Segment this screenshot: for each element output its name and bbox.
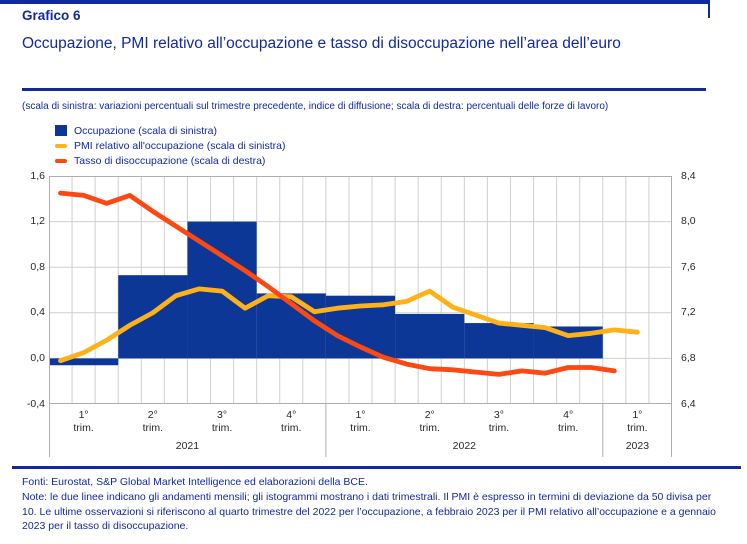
legend-label: PMI relativo all'occupazione (scala di s… bbox=[74, 139, 286, 152]
quarter-label: 3° trim. bbox=[488, 409, 510, 434]
employment-bar bbox=[256, 293, 326, 359]
quarter-label: 1° trim. bbox=[627, 409, 648, 434]
top-border-rule bbox=[0, 0, 710, 4]
title-divider-rule bbox=[22, 88, 706, 91]
employment-bar bbox=[118, 275, 188, 359]
employment-bar bbox=[325, 295, 396, 359]
year-label: 2021 bbox=[175, 440, 200, 452]
legend-item-disoccupazione: Tasso di disoccupazione (scala di destra… bbox=[55, 153, 286, 168]
quarter-label: 3° trim. bbox=[211, 409, 233, 434]
unemployment-line bbox=[58, 190, 617, 377]
sources-text: Fonti: Eurostat, S&P Global Market Intel… bbox=[22, 476, 368, 488]
quarter-label: 1° trim. bbox=[350, 409, 371, 434]
employment-bar bbox=[533, 326, 603, 359]
left-axis-tick: 0,8 bbox=[30, 260, 45, 273]
right-axis-tick: 7,2 bbox=[681, 306, 696, 319]
legend-item-pmi: PMI relativo all'occupazione (scala di s… bbox=[55, 138, 286, 153]
quarter-label: 2° trim. bbox=[419, 409, 440, 434]
footer-divider-rule bbox=[12, 466, 741, 469]
right-axis-tick: 8,4 bbox=[681, 169, 696, 182]
quarter-label: 1° trim. bbox=[73, 409, 94, 434]
right-axis-tick: 6,4 bbox=[681, 397, 696, 410]
quarter-label: 4° trim. bbox=[557, 409, 579, 434]
axis-units-subtitle: (scala di sinistra: variazioni percentua… bbox=[22, 101, 609, 112]
line-swatch-icon bbox=[55, 158, 67, 163]
employment-bar bbox=[395, 313, 465, 359]
left-axis-tick: 0,4 bbox=[30, 306, 45, 319]
legend-label: Tasso di disoccupazione (scala di destra… bbox=[74, 154, 266, 167]
right-axis-tick: 8,0 bbox=[681, 215, 696, 228]
chart-title: Occupazione, PMI relativo all’occupazion… bbox=[22, 35, 621, 52]
employment-bar bbox=[187, 221, 257, 359]
employment-bar bbox=[49, 358, 119, 366]
quarter-label: 4° trim. bbox=[281, 409, 302, 434]
legend-item-occupazione: Occupazione (scala di sinistra) bbox=[55, 123, 286, 138]
left-axis-tick: 1,6 bbox=[30, 169, 45, 182]
note-text: Note: le due linee indicano gli andament… bbox=[22, 491, 716, 533]
quarter-label: 2° trim. bbox=[142, 409, 164, 434]
chart-number-label: Grafico 6 bbox=[22, 8, 81, 23]
right-axis-tick: 7,6 bbox=[681, 260, 696, 273]
legend: Occupazione (scala di sinistra) PMI rela… bbox=[55, 123, 286, 168]
left-axis-tick: 0,0 bbox=[30, 351, 45, 364]
plot-svg bbox=[49, 176, 672, 457]
right-axis-tick: 6,8 bbox=[681, 351, 696, 364]
top-right-corner-rule bbox=[708, 0, 710, 18]
line-swatch-icon bbox=[55, 143, 67, 148]
left-axis-tick: 1,2 bbox=[30, 215, 45, 228]
left-axis-tick: -0,4 bbox=[26, 397, 45, 410]
employment-bar bbox=[464, 323, 534, 359]
pmi-line bbox=[58, 286, 640, 364]
year-label: 2023 bbox=[625, 440, 650, 452]
bar-swatch-icon bbox=[55, 125, 67, 136]
legend-label: Occupazione (scala di sinistra) bbox=[74, 124, 217, 137]
year-label: 2022 bbox=[452, 440, 476, 452]
